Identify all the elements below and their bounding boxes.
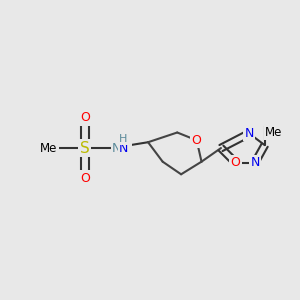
Text: Me: Me — [40, 142, 58, 154]
Text: O: O — [231, 156, 241, 169]
Text: Me: Me — [265, 126, 282, 139]
Text: O: O — [192, 134, 202, 147]
Text: O: O — [80, 111, 90, 124]
Text: N: N — [250, 156, 260, 169]
Text: N: N — [119, 142, 128, 154]
Text: NH: NH — [112, 142, 131, 154]
Text: H: H — [119, 134, 127, 144]
Text: N: N — [244, 127, 254, 140]
Text: O: O — [80, 172, 90, 185]
Text: S: S — [80, 141, 90, 156]
